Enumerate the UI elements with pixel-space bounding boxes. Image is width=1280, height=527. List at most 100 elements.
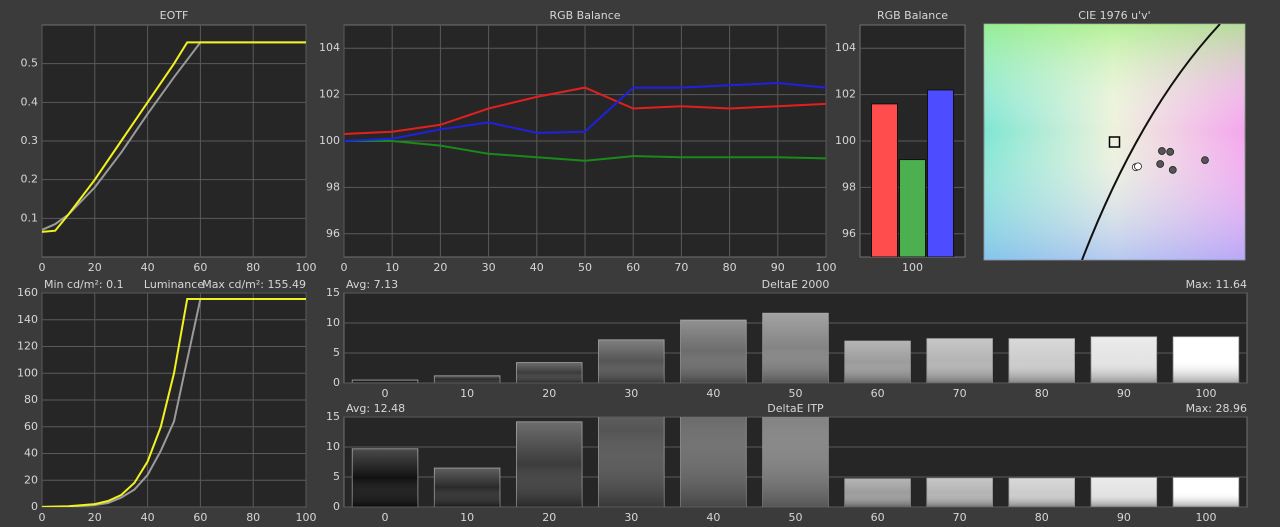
bar-shade xyxy=(844,341,911,383)
y-tick-label: 0 xyxy=(31,500,38,513)
y-tick-label: 0.1 xyxy=(21,211,39,224)
bar-shade xyxy=(680,320,747,383)
chart-title: RGB Balance xyxy=(549,9,620,22)
x-tick-label: 50 xyxy=(578,261,592,274)
y-tick-label: 60 xyxy=(24,420,38,433)
y-tick-label: 0.3 xyxy=(21,134,39,147)
bar xyxy=(871,103,898,257)
x-tick-label: 60 xyxy=(871,511,885,524)
x-tick-label: 0 xyxy=(382,387,389,400)
y-tick-label: 96 xyxy=(842,227,856,240)
chart-deltabar: DeltaE ITP Avg: 12.48 Max: 28.96 0 5 10 15 0 10 2… xyxy=(326,402,1248,524)
chart-title: EOTF xyxy=(160,9,189,22)
y-tick-label: 15 xyxy=(326,286,340,299)
x-tick-label: 0 xyxy=(39,511,46,524)
bar-shade xyxy=(598,417,665,507)
x-tick-label: 40 xyxy=(141,511,155,524)
x-tick-label: 20 xyxy=(88,511,102,524)
x-tick-label: 100 xyxy=(296,261,317,274)
x-tick-label: 20 xyxy=(88,261,102,274)
x-tick-label: 100 xyxy=(816,261,837,274)
x-tick-label: 100 xyxy=(902,261,923,274)
target-point xyxy=(1108,136,1121,148)
x-tick-label: 90 xyxy=(1117,387,1131,400)
x-tick-label: 0 xyxy=(382,511,389,524)
annotation: Max: 28.96 xyxy=(1186,402,1247,415)
y-tick-label: 10 xyxy=(326,440,340,453)
annotation: Min cd/m²: 0.1 xyxy=(44,278,124,291)
chart-line: Luminance Min cd/m²: 0.1 Max cd/m²: 155.49… xyxy=(17,278,317,524)
y-tick-label: 160 xyxy=(17,286,38,299)
chart-title: CIE 1976 u'v' xyxy=(1078,9,1150,22)
x-tick-label: 10 xyxy=(385,261,399,274)
y-tick-label: 0 xyxy=(333,500,340,513)
measured-point xyxy=(1134,162,1142,171)
bar-shade xyxy=(762,313,829,383)
x-tick-label: 30 xyxy=(624,511,638,524)
x-tick-label: 50 xyxy=(789,511,803,524)
chart-scatter: CIE 1976 u'v' xyxy=(983,9,1246,261)
chart-line: RGB Balance 96 98 100 102 104 0 10 20 30 40 50 60 70 8… xyxy=(319,9,837,274)
x-tick-label: 80 xyxy=(1035,387,1049,400)
bar xyxy=(899,159,926,257)
y-tick-label: 100 xyxy=(17,366,38,379)
chart-title: DeltaE ITP xyxy=(767,402,824,415)
bar-shade xyxy=(1173,336,1239,383)
y-tick-label: 104 xyxy=(835,41,856,54)
y-tick-label: 102 xyxy=(835,88,856,101)
x-tick-label: 70 xyxy=(953,387,967,400)
x-tick-label: 100 xyxy=(1195,511,1216,524)
x-tick-label: 80 xyxy=(723,261,737,274)
x-tick-label: 60 xyxy=(193,261,207,274)
x-tick-label: 60 xyxy=(626,261,640,274)
y-tick-label: 100 xyxy=(319,134,340,147)
x-tick-label: 40 xyxy=(706,511,720,524)
bar-shade xyxy=(352,448,418,507)
bar-shade xyxy=(1173,477,1239,507)
bar-shade xyxy=(516,421,583,507)
x-tick-label: 60 xyxy=(193,511,207,524)
y-tick-label: 0 xyxy=(333,376,340,389)
measured-point xyxy=(1156,160,1165,168)
bar-shade xyxy=(680,417,747,507)
x-tick-label: 40 xyxy=(530,261,544,274)
x-tick-label: 90 xyxy=(771,261,785,274)
measured-point xyxy=(1158,147,1166,155)
x-tick-label: 40 xyxy=(706,387,720,400)
bar xyxy=(927,89,954,257)
bar-shade xyxy=(1091,477,1157,507)
y-tick-label: 0.4 xyxy=(21,95,39,108)
y-tick-label: 0.2 xyxy=(21,173,39,186)
series-line xyxy=(344,81,826,142)
bar-shade xyxy=(762,417,829,507)
series-line xyxy=(42,298,306,507)
x-tick-label: 20 xyxy=(433,261,447,274)
x-tick-label: 70 xyxy=(953,511,967,524)
y-tick-label: 5 xyxy=(333,470,340,483)
bar-shade xyxy=(516,362,583,383)
bar-shade xyxy=(598,339,665,383)
series-line xyxy=(42,41,306,233)
series-line xyxy=(344,86,826,135)
x-tick-label: 100 xyxy=(1195,387,1216,400)
x-tick-label: 10 xyxy=(460,511,474,524)
annotation: Max cd/m²: 155.49 xyxy=(202,278,306,291)
y-tick-label: 102 xyxy=(319,88,340,101)
measured-point xyxy=(1201,156,1209,164)
y-tick-label: 98 xyxy=(842,180,856,193)
x-tick-label: 0 xyxy=(39,261,46,274)
annotation: Max: 11.64 xyxy=(1186,278,1247,291)
x-tick-label: 10 xyxy=(460,387,474,400)
x-tick-label: 80 xyxy=(246,511,260,524)
bar-shade xyxy=(1091,336,1157,383)
x-tick-label: 100 xyxy=(296,511,317,524)
planckian-locus xyxy=(1081,24,1221,260)
x-tick-label: 50 xyxy=(789,387,803,400)
bar-shade xyxy=(352,380,418,383)
x-tick-label: 80 xyxy=(1035,511,1049,524)
y-tick-label: 98 xyxy=(326,180,340,193)
y-tick-label: 15 xyxy=(326,410,340,423)
x-tick-label: 20 xyxy=(542,387,556,400)
